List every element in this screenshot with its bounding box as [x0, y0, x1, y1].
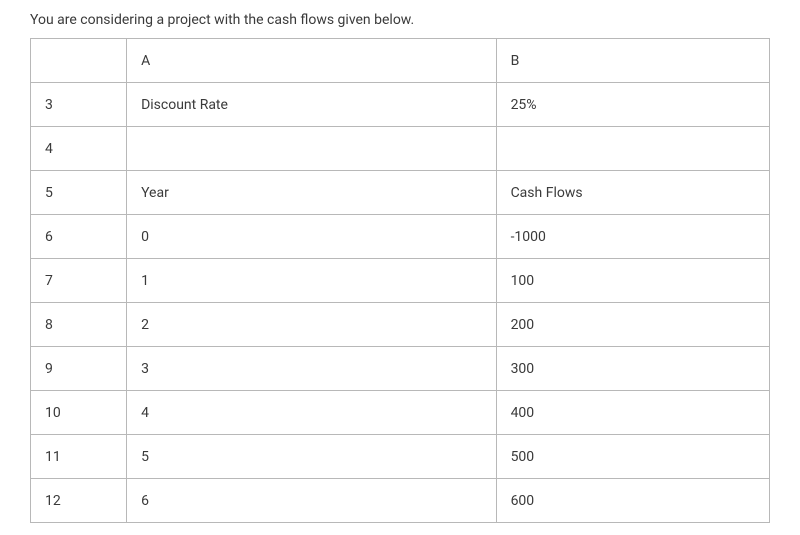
table-row: 5 Year Cash Flows [31, 171, 770, 215]
intro-text: You are considering a project with the c… [30, 12, 770, 28]
cell-col-a: 4 [127, 391, 497, 435]
cell-col-a: 6 [127, 479, 497, 523]
cashflow-table: A B 3 Discount Rate 25% 4 5 Year Cash Fl… [30, 38, 770, 523]
cell-col-a: Year [127, 171, 497, 215]
cell-rownum: 10 [31, 391, 127, 435]
table-row: 9 3 300 [31, 347, 770, 391]
cell-col-b: 300 [496, 347, 769, 391]
cell-col-b [496, 127, 769, 171]
table-row: 6 0 -1000 [31, 215, 770, 259]
table-body: A B 3 Discount Rate 25% 4 5 Year Cash Fl… [31, 39, 770, 523]
table-row: A B [31, 39, 770, 83]
cell-rownum: 11 [31, 435, 127, 479]
cell-col-b: 25% [496, 83, 769, 127]
table-row: 7 1 100 [31, 259, 770, 303]
cell-rownum: 8 [31, 303, 127, 347]
cell-col-a: 3 [127, 347, 497, 391]
cell-col-b: 200 [496, 303, 769, 347]
cell-col-a: A [127, 39, 497, 83]
cell-col-b: Cash Flows [496, 171, 769, 215]
cell-col-a: 2 [127, 303, 497, 347]
table-row: 8 2 200 [31, 303, 770, 347]
cell-col-b: 400 [496, 391, 769, 435]
cell-col-b: 600 [496, 479, 769, 523]
cell-col-b: B [496, 39, 769, 83]
table-row: 4 [31, 127, 770, 171]
table-row: 12 6 600 [31, 479, 770, 523]
cell-col-a: 0 [127, 215, 497, 259]
cell-rownum: 5 [31, 171, 127, 215]
cell-col-b: -1000 [496, 215, 769, 259]
table-row: 3 Discount Rate 25% [31, 83, 770, 127]
cell-rownum: 3 [31, 83, 127, 127]
cell-rownum: 6 [31, 215, 127, 259]
cell-rownum [31, 39, 127, 83]
table-row: 11 5 500 [31, 435, 770, 479]
cell-rownum: 7 [31, 259, 127, 303]
cell-col-b: 100 [496, 259, 769, 303]
cell-col-a: 5 [127, 435, 497, 479]
cell-col-a: Discount Rate [127, 83, 497, 127]
cell-col-b: 500 [496, 435, 769, 479]
cell-rownum: 4 [31, 127, 127, 171]
table-row: 10 4 400 [31, 391, 770, 435]
cell-rownum: 9 [31, 347, 127, 391]
cell-col-a [127, 127, 497, 171]
cell-rownum: 12 [31, 479, 127, 523]
cell-col-a: 1 [127, 259, 497, 303]
